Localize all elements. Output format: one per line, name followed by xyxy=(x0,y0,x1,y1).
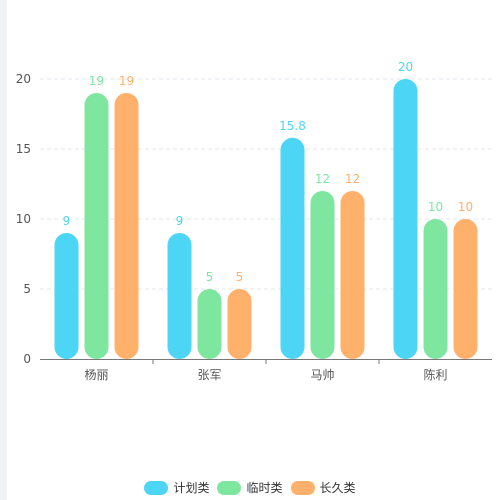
bar xyxy=(393,79,418,359)
bar xyxy=(453,219,478,359)
legend-label-temporary: 临时类 xyxy=(246,481,283,495)
y-tick-label: 5 xyxy=(23,282,31,296)
bar xyxy=(197,289,222,359)
bar xyxy=(114,93,139,359)
data-label: 20 xyxy=(398,60,413,74)
data-label: 19 xyxy=(119,74,134,88)
chart-legend: 计划类 临时类 长久类 xyxy=(0,479,500,496)
legend-swatch-longterm xyxy=(290,480,315,495)
data-label: 15.8 xyxy=(279,119,306,133)
data-label: 10 xyxy=(458,200,473,214)
data-label: 19 xyxy=(89,74,104,88)
bar xyxy=(280,137,305,359)
y-tick-label: 0 xyxy=(23,352,31,366)
data-label: 5 xyxy=(206,270,214,284)
bar xyxy=(423,219,448,359)
data-label: 5 xyxy=(236,270,244,284)
x-tick-label: 马帅 xyxy=(310,368,334,382)
legend-label-longterm: 长久类 xyxy=(319,481,356,495)
data-label: 12 xyxy=(345,172,360,186)
legend-item-temporary[interactable]: 临时类 xyxy=(217,479,283,496)
bar xyxy=(84,93,109,359)
left-panel-strip xyxy=(0,0,7,500)
data-label: 12 xyxy=(315,172,330,186)
y-tick-label: 10 xyxy=(16,212,31,226)
bar xyxy=(340,191,365,359)
legend-swatch-temporary xyxy=(217,480,242,495)
data-label: 10 xyxy=(428,200,443,214)
bar xyxy=(54,233,79,359)
legend-item-longterm[interactable]: 长久类 xyxy=(290,479,356,496)
bar xyxy=(167,233,192,359)
bar xyxy=(227,289,252,359)
bar xyxy=(310,191,335,359)
x-tick-label: 杨丽 xyxy=(84,367,108,382)
data-label: 9 xyxy=(176,214,184,228)
legend-swatch-plan xyxy=(144,480,169,495)
legend-label-plan: 计划类 xyxy=(173,481,210,495)
y-tick-label: 20 xyxy=(16,72,31,86)
y-tick-label: 15 xyxy=(16,142,31,156)
legend-item-plan[interactable]: 计划类 xyxy=(144,479,209,496)
data-label: 9 xyxy=(63,214,71,228)
x-tick-label: 陈利 xyxy=(423,367,447,382)
x-tick-label: 张军 xyxy=(197,368,221,382)
